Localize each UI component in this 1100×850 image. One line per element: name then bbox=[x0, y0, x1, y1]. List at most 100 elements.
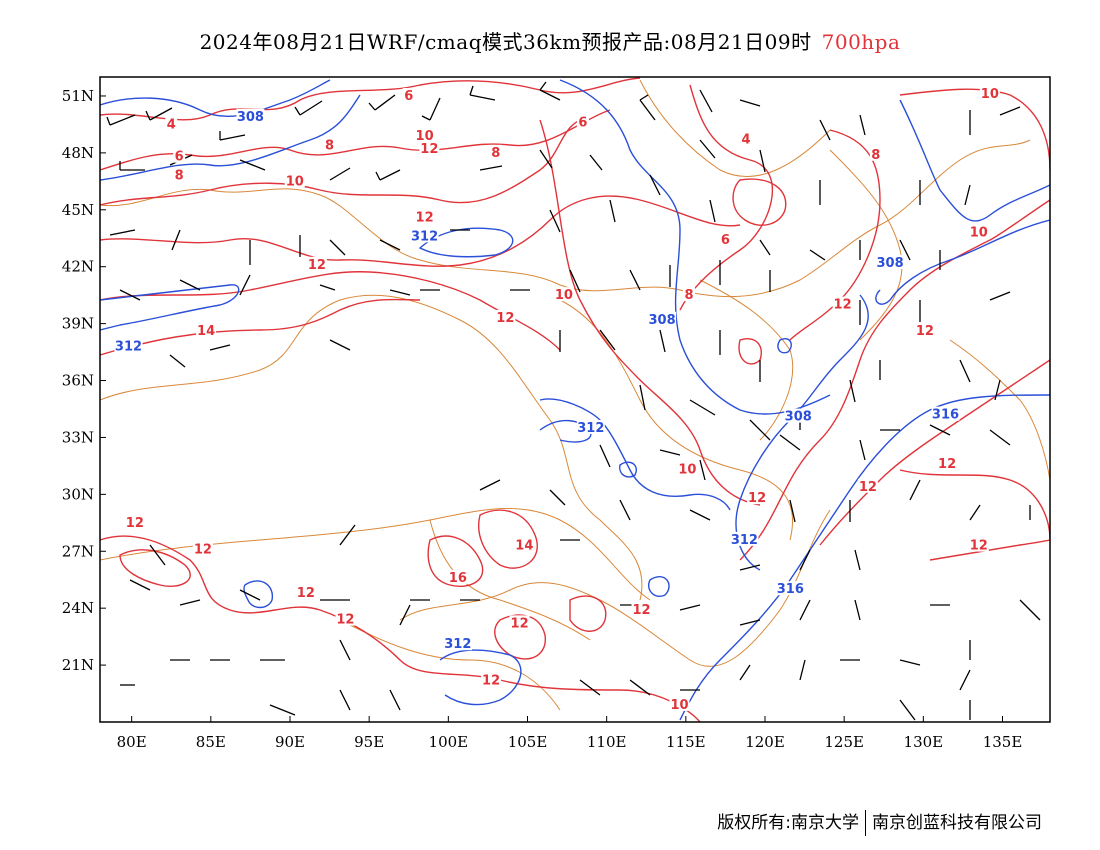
temperature-contour-label-bg bbox=[489, 144, 502, 159]
height-contour-label-bg bbox=[784, 408, 813, 423]
temperature-contour-label: 8 bbox=[871, 148, 880, 163]
temperature-contour-label-bg bbox=[414, 127, 435, 142]
temperature-contour-label-bg bbox=[447, 569, 468, 584]
temperature-contour-label: 14 bbox=[197, 324, 215, 339]
temperature-contour-label-bg bbox=[402, 87, 415, 102]
x-tick-label: 90E bbox=[275, 733, 305, 751]
temperature-contour-label: 12 bbox=[632, 603, 650, 618]
x-tick-label: 100E bbox=[429, 733, 469, 751]
height-contour-label-bg bbox=[776, 581, 805, 596]
temperature-contour-label: 6 bbox=[578, 116, 587, 131]
temperature-contour-label-bg bbox=[196, 323, 217, 338]
footer-separator bbox=[865, 810, 866, 836]
y-tick-label: 48N bbox=[62, 144, 94, 162]
temperature-contour-label: 6 bbox=[404, 89, 413, 104]
temperature-contour-label: 10 bbox=[286, 174, 304, 189]
temperature-contour-label-bg bbox=[514, 537, 535, 552]
temperature-contour-label: 12 bbox=[416, 210, 434, 225]
temperature-contour-label-bg bbox=[414, 209, 435, 224]
temperature-contour-label: 12 bbox=[496, 311, 514, 326]
title-text: 2024年08月21日WRF/cmaq模式36km预报产品:08月21日09时 bbox=[199, 30, 812, 54]
y-tick-label: 51N bbox=[62, 87, 94, 105]
temperature-contour-label: 10 bbox=[981, 87, 999, 102]
temperature-contour-label-bg bbox=[631, 602, 652, 617]
x-tick-label: 95E bbox=[354, 733, 384, 751]
height-contour-label: 308 bbox=[785, 410, 812, 425]
height-contour-label: 308 bbox=[877, 256, 904, 271]
temperature-contour-label: 12 bbox=[834, 298, 852, 313]
temperature-contour-label: 8 bbox=[175, 169, 184, 184]
temperature-contour-label: 12 bbox=[970, 539, 988, 554]
wind-barbs bbox=[106, 81, 1041, 721]
temperature-contour-label: 12 bbox=[482, 673, 500, 688]
temperature-contour-label: 8 bbox=[491, 146, 500, 161]
temperature-contour-label-bg bbox=[495, 309, 516, 324]
temperature-contour-label: 10 bbox=[670, 698, 688, 713]
temperature-contour-label-bg bbox=[677, 461, 698, 476]
x-tick-label: 130E bbox=[904, 733, 944, 751]
temperature-contour-label-bg bbox=[173, 148, 186, 163]
temperature-contour-label-bg bbox=[914, 323, 935, 338]
temperature-contour-label: 14 bbox=[515, 539, 533, 554]
x-tick-label: 135E bbox=[983, 733, 1023, 751]
y-tick-label: 21N bbox=[62, 656, 94, 674]
temperature-contour-label-bg bbox=[683, 287, 695, 302]
temperature-contour-label-bg bbox=[124, 514, 145, 529]
temperature-contour-label-bg bbox=[669, 696, 690, 711]
temperature-contour-label: 12 bbox=[916, 324, 934, 339]
height-contour-label-bg bbox=[876, 254, 905, 269]
temperature-contour-label: 12 bbox=[308, 258, 326, 273]
temperature-contour-label-bg bbox=[747, 490, 768, 505]
x-tick-label: 110E bbox=[587, 733, 627, 751]
x-tick-label: 115E bbox=[666, 733, 706, 751]
height-contour-label: 312 bbox=[115, 339, 142, 354]
temperature-contour-label-bg bbox=[165, 116, 178, 131]
temperature-contour-label-bg bbox=[857, 478, 878, 493]
temperature-contour-label: 10 bbox=[555, 288, 573, 303]
y-tick-label: 27N bbox=[62, 542, 94, 560]
temperature-contour-label-bg bbox=[576, 114, 589, 129]
temperature-contour-label-bg bbox=[719, 232, 732, 247]
temperature-contour-label: 12 bbox=[938, 457, 956, 472]
x-tick-label: 80E bbox=[117, 733, 147, 751]
y-tick-label: 39N bbox=[62, 315, 94, 333]
temperature-contour-label: 6 bbox=[175, 150, 184, 165]
company-name: 南京创蓝科技有限公司 bbox=[872, 813, 1042, 833]
height-contour-label: 312 bbox=[577, 421, 604, 436]
height-contour-label: 308 bbox=[237, 110, 264, 125]
temperature-contour-label-bg bbox=[869, 146, 882, 161]
temperature-label-layer: 4686810101268121214101264810108121210121… bbox=[124, 86, 1000, 713]
height-contour-label-bg bbox=[236, 108, 265, 123]
height-contour-label-bg bbox=[931, 406, 960, 421]
temperature-contour-label-bg bbox=[832, 296, 853, 311]
copyright-text: 版权所有:南京大学 bbox=[717, 813, 859, 833]
temperature-contour-label-bg bbox=[553, 287, 574, 302]
temperature-contour-label-bg bbox=[335, 611, 356, 626]
x-tick-label: 85E bbox=[196, 733, 226, 751]
y-tick-label: 24N bbox=[62, 599, 94, 617]
temperature-contour-label: 12 bbox=[336, 613, 354, 628]
temperature-contour-label-bg bbox=[323, 137, 336, 152]
height-contour-label: 312 bbox=[444, 637, 471, 652]
x-tick-label: 125E bbox=[824, 733, 864, 751]
temperature-contour-label: 10 bbox=[678, 463, 696, 478]
temperature-contour-label-bg bbox=[937, 456, 958, 470]
temperature-contour-label-bg bbox=[481, 672, 502, 687]
temperature-contour-label: 8 bbox=[684, 288, 693, 303]
plot-frame bbox=[99, 76, 1051, 723]
y-tick-label: 45N bbox=[62, 201, 94, 219]
temperature-contour-label: 12 bbox=[748, 491, 766, 506]
height-contour-label-bg bbox=[648, 311, 677, 326]
height-contour-label: 312 bbox=[411, 229, 438, 244]
temperature-contour-label-bg bbox=[740, 131, 752, 146]
height-contour-label: 316 bbox=[932, 408, 959, 423]
x-tick-label: 120E bbox=[745, 733, 785, 751]
temperature-contour-label: 12 bbox=[859, 480, 877, 495]
y-axis: 51N 48N 45N 42N 39N 36N 33N 30N 27N 24N 21N bbox=[62, 87, 106, 674]
temperature-contour-label-bg bbox=[968, 537, 989, 552]
footer-credits: 版权所有:南京大学 南京创蓝科技有限公司 bbox=[717, 808, 1042, 836]
temperature-contour-label: 12 bbox=[194, 542, 212, 557]
x-axis: 80E 85E 90E 95E 100E 105E 110E 115E 120E 125E 130E… bbox=[117, 716, 1023, 751]
chart-title: 2024年08月21日WRF/cmaq模式36km预报产品:08月21日09时 7… bbox=[0, 26, 1100, 55]
height-contour-label: 312 bbox=[731, 533, 758, 548]
